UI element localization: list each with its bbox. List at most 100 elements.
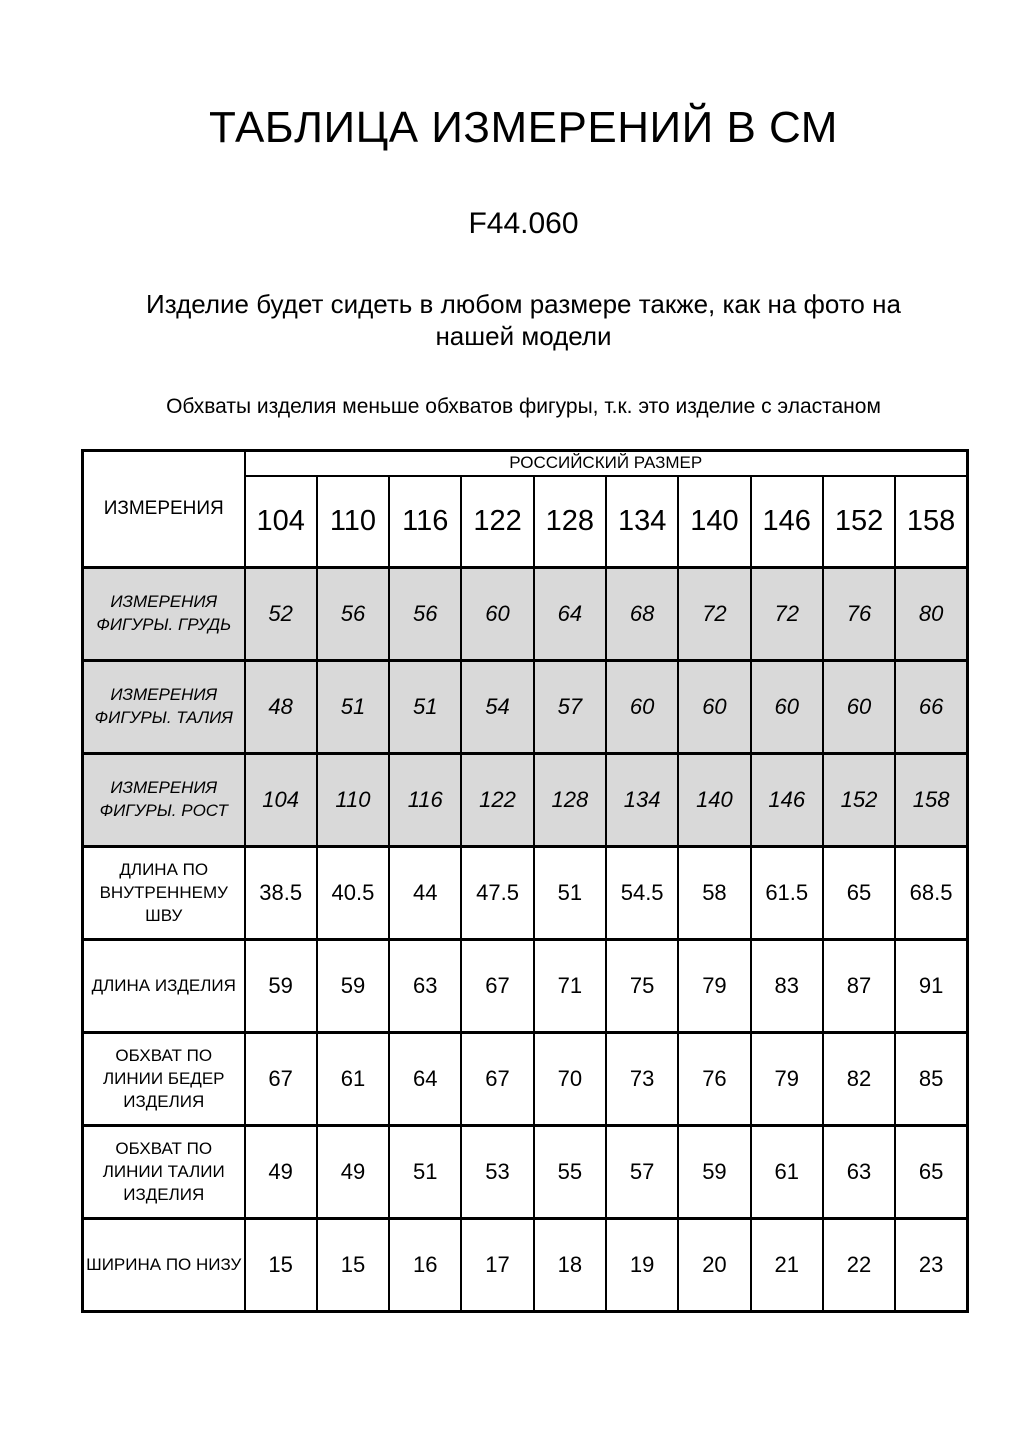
value-cell: 58 [677,845,752,942]
row-label: ИЗМЕРЕНИЯ ФИГУРЫ. РОСТ [81,752,246,849]
size-column-header: 128 [532,474,607,570]
value-cell: 65 [894,1124,969,1221]
value-cell: 51 [315,659,391,756]
value-cell: 64 [532,566,607,663]
value-cell: 18 [532,1217,607,1314]
value-cell: 59 [243,938,318,1035]
row-label: ОБХВАТ ПО ЛИНИИ ТАЛИИ ИЗДЕЛИЯ [81,1124,246,1221]
value-cell: 158 [894,752,969,849]
value-cell: 57 [604,1124,680,1221]
value-cell: 110 [315,752,391,849]
table-row: ДЛИНА ПО ВНУТРЕННЕМУ ШВУ 38.5 40.5 44 47.5 51… [81,845,969,942]
table-row: ДЛИНА ИЗДЕЛИЯ 59 59 63 67 71 75 79 83 87 91 [81,938,969,1035]
value-cell: 68 [604,566,680,663]
value-cell: 61 [315,1031,391,1128]
value-cell: 57 [532,659,607,756]
value-cell: 21 [749,1217,824,1314]
row-label: ШИРИНА ПО НИЗУ [81,1217,246,1314]
value-cell: 134 [604,752,680,849]
value-cell: 128 [532,752,607,849]
size-column-header: 116 [388,474,463,570]
value-cell: 91 [894,938,969,1035]
size-column-header: 122 [460,474,535,570]
value-cell: 85 [894,1031,969,1128]
value-cell: 60 [821,659,897,756]
value-cell: 66 [894,659,969,756]
measurements-header: ИЗМЕРЕНИЯ [81,449,246,569]
size-column-header: 134 [604,474,680,570]
value-cell: 59 [677,1124,752,1221]
size-column-header: 152 [821,474,897,570]
value-cell: 60 [604,659,680,756]
value-cell: 75 [604,938,680,1035]
value-cell: 55 [532,1124,607,1221]
row-label: ДЛИНА ПО ВНУТРЕННЕМУ ШВУ [81,845,246,942]
value-cell: 61.5 [749,845,824,942]
row-label: ДЛИНА ИЗДЕЛИЯ [81,938,246,1035]
value-cell: 76 [677,1031,752,1128]
value-cell: 49 [315,1124,391,1221]
value-cell: 140 [677,752,752,849]
value-cell: 122 [460,752,535,849]
value-cell: 60 [677,659,752,756]
value-cell: 70 [532,1031,607,1128]
elastane-note: Обхваты изделия меньше обхватов фигуры, … [166,395,881,419]
value-cell: 19 [604,1217,680,1314]
value-cell: 56 [388,566,463,663]
value-cell: 67 [460,938,535,1035]
value-cell: 83 [749,938,824,1035]
table-row: ОБХВАТ ПО ЛИНИИ БЕДЕР ИЗДЕЛИЯ 67 61 64 67 70 7… [81,1031,969,1128]
value-cell: 64 [388,1031,463,1128]
value-cell: 60 [749,659,824,756]
size-column-header: 146 [749,474,824,570]
value-cell: 51 [388,659,463,756]
size-column-header: 104 [243,474,318,570]
header-group-row: ИЗМЕРЕНИЯ РОССИЙСКИЙ РАЗМЕР [81,449,969,569]
value-cell: 60 [460,566,535,663]
value-cell: 16 [388,1217,463,1314]
value-cell: 72 [677,566,752,663]
value-cell: 48 [243,659,318,756]
value-cell: 61 [749,1124,824,1221]
value-cell: 68.5 [894,845,969,942]
value-cell: 79 [677,938,752,1035]
row-label: ОБХВАТ ПО ЛИНИИ БЕДЕР ИЗДЕЛИЯ [81,1031,246,1128]
value-cell: 63 [821,1124,897,1221]
value-cell: 53 [460,1124,535,1221]
content-area: ТАБЛИЦА ИЗМЕРЕНИЙ В СМ F44.060 Изделие б… [81,103,969,1314]
value-cell: 52 [243,566,318,663]
value-cell: 56 [315,566,391,663]
value-cell: 76 [821,566,897,663]
value-cell: 40.5 [315,845,391,942]
value-cell: 65 [821,845,897,942]
fit-note: Изделие будет сидеть в любом размере так… [146,288,901,351]
value-cell: 72 [749,566,824,663]
table-row: ИЗМЕРЕНИЯ ФИГУРЫ. РОСТ 104 110 116 122 128 134… [81,752,969,849]
size-column-header: 140 [677,474,752,570]
russian-size-header: РОССИЙСКИЙ РАЗМЕР [243,449,969,477]
row-label: ИЗМЕРЕНИЯ ФИГУРЫ. ГРУДЬ [81,566,246,663]
value-cell: 82 [821,1031,897,1128]
value-cell: 22 [821,1217,897,1314]
value-cell: 38.5 [243,845,318,942]
table-row: ИЗМЕРЕНИЯ ФИГУРЫ. ГРУДЬ 52 56 56 60 64 68 72 72 7… [81,566,969,663]
table-row: ИЗМЕРЕНИЯ ФИГУРЫ. ТАЛИЯ 48 51 51 54 57 60 60 60 6… [81,659,969,756]
value-cell: 146 [749,752,824,849]
value-cell: 54 [460,659,535,756]
value-cell: 20 [677,1217,752,1314]
row-label: ИЗМЕРЕНИЯ ФИГУРЫ. ТАЛИЯ [81,659,246,756]
article-code: F44.060 [468,207,579,241]
value-cell: 44 [388,845,463,942]
value-cell: 67 [243,1031,318,1128]
value-cell: 51 [388,1124,463,1221]
table-row: ОБХВАТ ПО ЛИНИИ ТАЛИИ ИЗДЕЛИЯ 49 49 51 53 55 5… [81,1124,969,1221]
value-cell: 49 [243,1124,318,1221]
value-cell: 104 [243,752,318,849]
value-cell: 15 [315,1217,391,1314]
value-cell: 54.5 [604,845,680,942]
value-cell: 80 [894,566,969,663]
value-cell: 63 [388,938,463,1035]
size-headers-row: 104 110 116 122 128 134 140 146 152 158 [83,474,969,570]
size-column-header: 110 [315,474,391,570]
